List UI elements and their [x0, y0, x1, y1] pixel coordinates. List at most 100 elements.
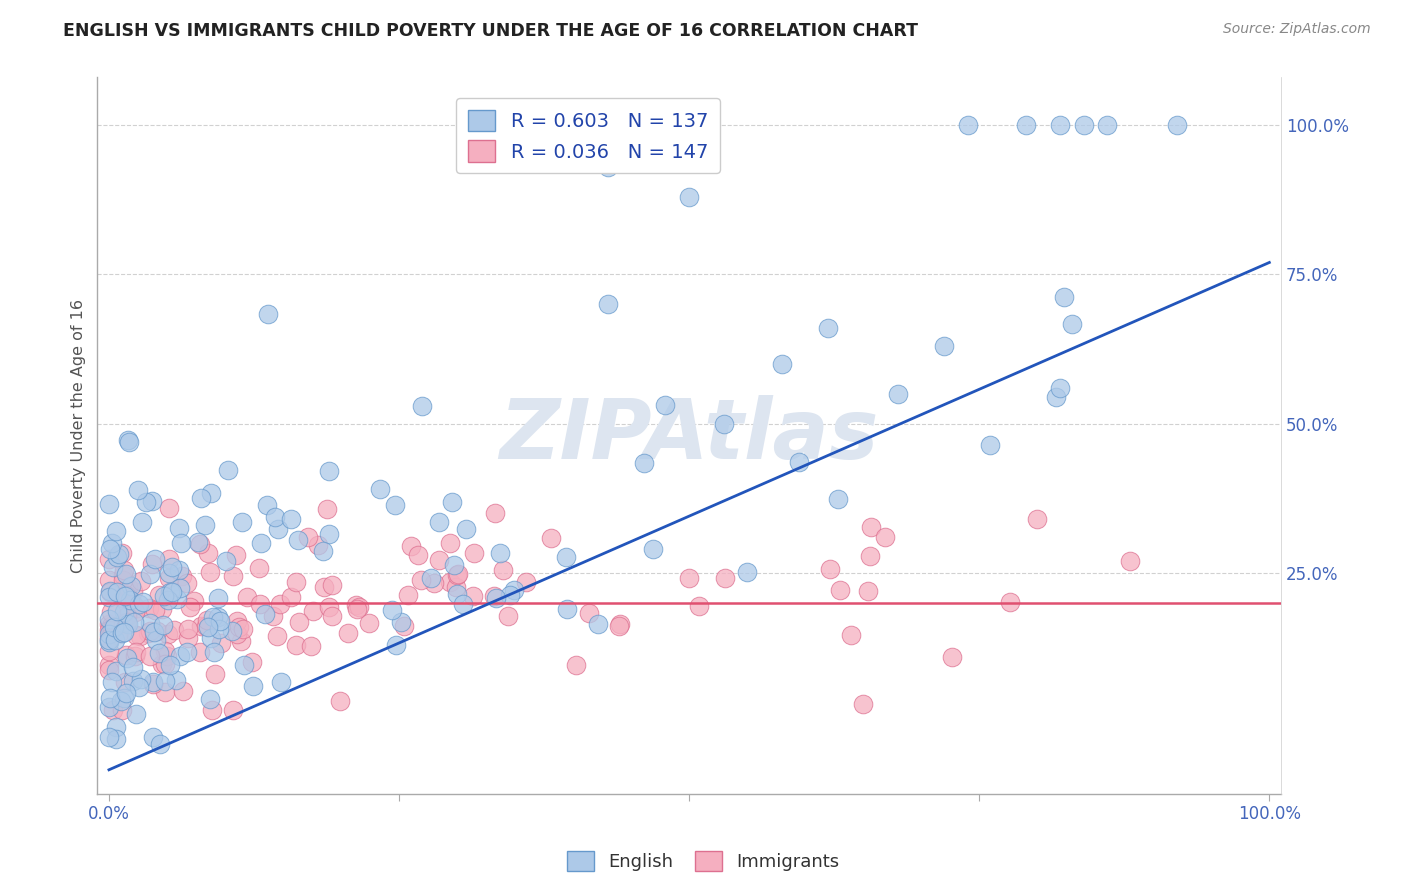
Point	[713, 417, 735, 431]
Point	[141, 494, 163, 508]
Point	[596, 297, 619, 311]
Point	[232, 658, 254, 673]
Point	[152, 602, 174, 616]
Point	[139, 624, 162, 639]
Point	[198, 565, 221, 579]
Point	[195, 619, 218, 633]
Point	[122, 597, 145, 611]
Point	[956, 118, 979, 132]
Point	[318, 464, 340, 478]
Point	[115, 650, 138, 665]
Y-axis label: Child Poverty Under the Age of 16: Child Poverty Under the Age of 16	[72, 299, 86, 573]
Point	[143, 551, 166, 566]
Point	[253, 607, 276, 621]
Point	[145, 602, 167, 616]
Point	[148, 646, 170, 660]
Point	[163, 623, 186, 637]
Point	[128, 629, 150, 643]
Point	[149, 738, 172, 752]
Text: ZIPAtlas: ZIPAtlas	[499, 395, 879, 476]
Point	[1060, 317, 1083, 331]
Point	[399, 539, 422, 553]
Point	[1045, 390, 1067, 404]
Point	[225, 548, 247, 562]
Point	[125, 600, 148, 615]
Point	[105, 524, 128, 538]
Point	[183, 594, 205, 608]
Point	[103, 703, 125, 717]
Point	[392, 619, 415, 633]
Point	[117, 580, 139, 594]
Point	[226, 627, 249, 641]
Point	[588, 617, 610, 632]
Point	[396, 588, 419, 602]
Point	[111, 591, 134, 605]
Point	[190, 491, 212, 506]
Point	[316, 502, 339, 516]
Point	[155, 644, 177, 658]
Point	[299, 640, 322, 654]
Point	[98, 552, 121, 566]
Point	[492, 563, 515, 577]
Point	[540, 531, 562, 545]
Point	[124, 648, 146, 663]
Point	[115, 581, 138, 595]
Point	[439, 536, 461, 550]
Point	[98, 626, 121, 640]
Point	[200, 632, 222, 646]
Point	[120, 579, 142, 593]
Point	[463, 546, 485, 560]
Point	[138, 600, 160, 615]
Point	[132, 594, 155, 608]
Point	[607, 618, 630, 632]
Point	[1049, 381, 1071, 395]
Point	[284, 638, 307, 652]
Point	[643, 541, 665, 556]
Point	[200, 703, 222, 717]
Point	[188, 645, 211, 659]
Point	[222, 569, 245, 583]
Point	[108, 626, 131, 640]
Point	[101, 621, 124, 635]
Point	[157, 571, 180, 585]
Point	[115, 648, 138, 663]
Point	[101, 536, 124, 550]
Point	[160, 559, 183, 574]
Point	[280, 511, 302, 525]
Point	[114, 588, 136, 602]
Point	[139, 615, 162, 630]
Point	[1053, 290, 1076, 304]
Point	[207, 610, 229, 624]
Point	[852, 697, 875, 711]
Point	[262, 609, 284, 624]
Point	[232, 622, 254, 636]
Point	[714, 571, 737, 585]
Point	[381, 603, 404, 617]
Point	[112, 563, 135, 577]
Point	[142, 625, 165, 640]
Legend: English, Immigrants: English, Immigrants	[560, 844, 846, 879]
Point	[195, 613, 218, 627]
Point	[443, 558, 465, 572]
Point	[153, 673, 176, 688]
Point	[288, 615, 311, 629]
Point	[202, 645, 225, 659]
Point	[609, 617, 631, 632]
Point	[98, 497, 121, 511]
Point	[117, 616, 139, 631]
Point	[166, 592, 188, 607]
Point	[302, 604, 325, 618]
Point	[1014, 118, 1036, 132]
Point	[344, 598, 367, 612]
Point	[287, 533, 309, 547]
Point	[1073, 118, 1095, 132]
Point	[100, 606, 122, 620]
Point	[105, 585, 128, 599]
Point	[141, 557, 163, 571]
Point	[451, 598, 474, 612]
Point	[142, 675, 165, 690]
Point	[104, 720, 127, 734]
Point	[139, 566, 162, 581]
Point	[370, 482, 392, 496]
Point	[177, 622, 200, 636]
